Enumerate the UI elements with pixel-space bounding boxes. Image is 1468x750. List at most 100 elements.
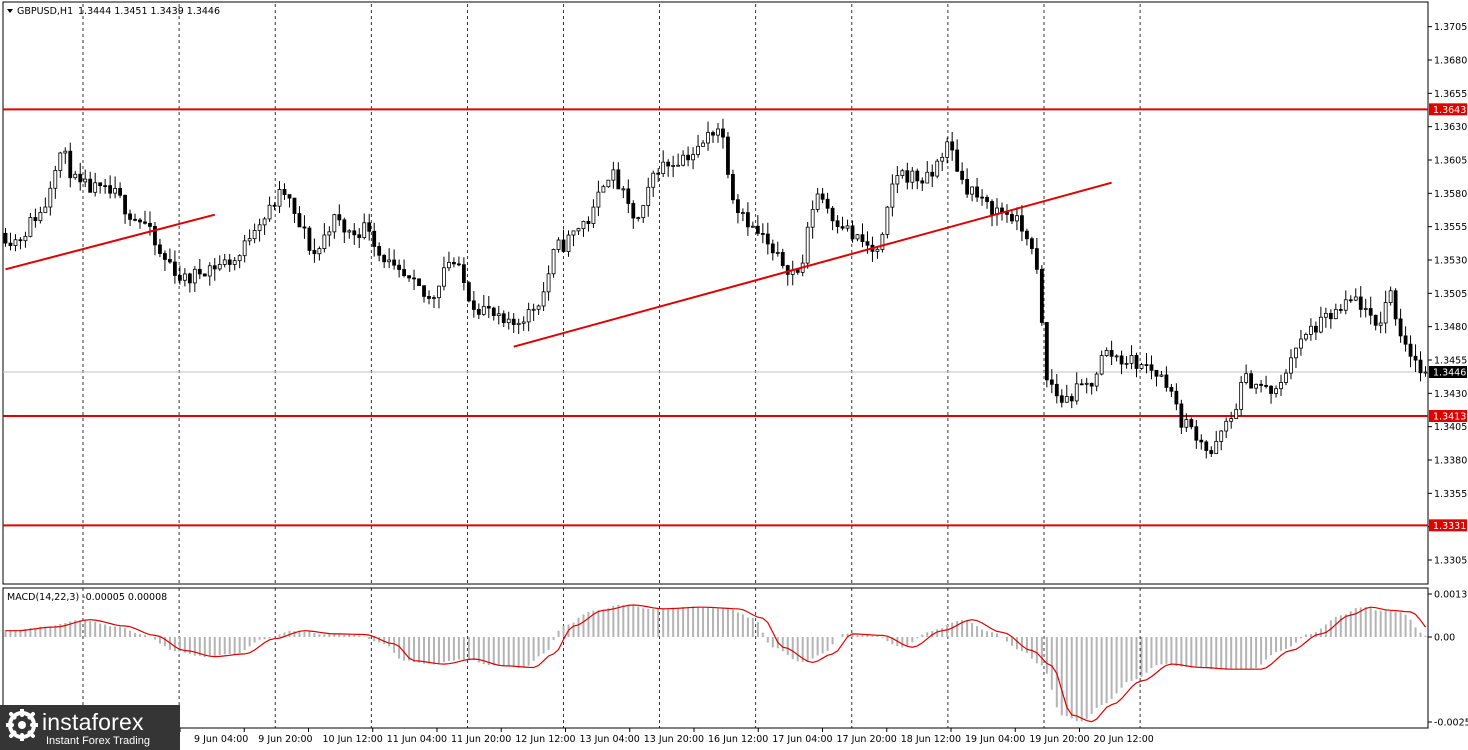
trendline [513,181,1112,348]
x-tick-label: 13 Jun 04:00 [580,734,640,745]
candle-body [1189,419,1194,428]
candle-body [760,233,765,235]
candle-body [1164,374,1169,388]
candle-body [1114,355,1119,358]
candle-body [272,204,277,207]
candle-body [945,141,950,158]
y-tick-label: 1.3605 [1434,156,1467,167]
candle-body [357,234,362,238]
ohlc-readout: 1.3444 1.3451 1.3439 1.3446 [78,6,220,17]
macd-tick-label: 0.00137 [1434,590,1468,601]
candle-body [855,234,860,240]
candle-body [975,186,979,198]
candle-body [13,239,18,246]
candle-body [566,234,571,252]
candle-body [621,188,626,191]
candles [3,118,1428,459]
candle-body [172,261,177,276]
y-tick-label: 1.3530 [1434,256,1467,267]
y-tick-label: 1.3355 [1434,489,1467,500]
candle-body [636,217,641,219]
candle-body [1398,318,1403,337]
candle-body [985,197,989,202]
candle-body [1373,314,1378,326]
candle-body [1159,374,1164,377]
candle-body [596,191,601,208]
candle-body [526,309,531,323]
candle-body [1239,382,1244,410]
candle-body [491,307,496,316]
candle-body [302,226,307,229]
candle-body [885,206,890,235]
x-tick-label: 17 Jun 04:00 [772,734,832,745]
candle-body [128,213,132,220]
candle-body [38,212,43,222]
candle-body [1219,430,1224,442]
macd-label: MACD(14,22,3) -0.00005 0.00008 [7,592,167,603]
candle-body [237,255,242,262]
current-price-label: 1.3446 [1433,368,1466,379]
candle-body [163,253,167,260]
symbol-label: GBPUSD,H1 [17,6,73,17]
level-price-tag [1429,103,1467,116]
candle-body [1269,385,1273,394]
candle-body [332,214,337,233]
candle-body [1333,309,1338,320]
candle-body [133,218,137,221]
candle-body [925,171,930,184]
macd-histogram [4,604,1427,722]
candle-body [187,273,192,284]
candle-body [1264,385,1268,387]
candle-body [282,189,287,195]
candle-body [546,273,551,293]
candle-body [312,250,317,255]
candle-body [1119,355,1124,365]
candle-body [23,235,28,242]
candle-body [1094,373,1099,387]
candle-body [795,269,800,273]
candle-body [202,273,207,277]
candle-body [471,300,476,310]
candle-body [845,225,850,229]
x-tick-label: 10 Jun 12:00 [323,734,383,745]
candle-body [706,132,710,144]
candle-body [1413,355,1418,361]
candle-body [232,260,237,265]
candle-body [1129,355,1134,364]
candle-body [1388,290,1393,303]
candle-body [681,154,686,166]
candle-body [217,264,222,270]
candle-body [372,230,377,247]
x-tick-label: 9 Jun 20:00 [258,734,312,745]
candle-body [158,244,162,254]
x-tick-label: 12 Jun 12:00 [515,734,575,745]
candle-body [192,268,197,284]
candle-body [1049,379,1054,385]
candle-body [1318,316,1323,333]
candle-body [247,238,252,242]
candle-body [1214,440,1219,455]
candle-body [920,180,925,184]
level-price-label: 1.3643 [1433,105,1466,116]
candle-body [457,263,461,266]
candle-body [267,204,272,220]
candle-body [516,322,521,326]
candle-body [1144,364,1149,366]
candle-body [770,243,775,254]
candle-body [1149,364,1154,371]
candle-body [755,225,760,234]
candle-body [1199,439,1204,443]
candle-body [466,282,471,302]
candle-body [113,188,118,194]
candle-body [1139,364,1144,369]
candle-body [1229,418,1234,422]
candle-body [138,219,142,223]
candle-body [427,296,431,299]
candle-body [118,188,122,196]
x-tick-label: 16 Jun 12:00 [708,734,768,745]
candle-body [1249,373,1254,389]
candle-body [1343,299,1348,311]
candle-body [1259,383,1263,386]
candle-body [287,194,292,199]
candle-body [940,157,945,162]
